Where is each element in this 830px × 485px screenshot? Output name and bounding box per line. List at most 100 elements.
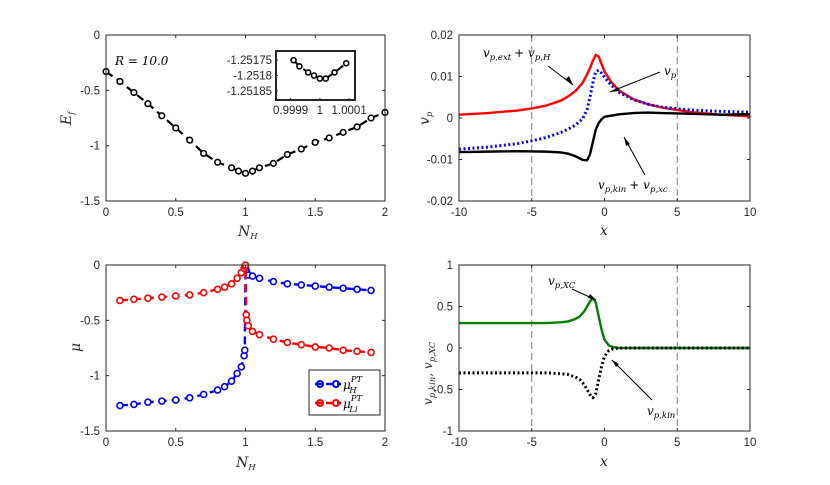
data-point bbox=[322, 75, 330, 82]
data-point bbox=[144, 294, 152, 303]
mu-xlabel: NH bbox=[235, 455, 256, 473]
data-point bbox=[367, 114, 375, 122]
y-tick-label: -0.5 bbox=[433, 385, 453, 397]
data-point bbox=[367, 348, 375, 357]
vxc-ticks: -10 -5 0 5 10 1 0.5 0 -0.5 -1 bbox=[433, 260, 756, 449]
x-tick-label: 10 bbox=[744, 207, 757, 219]
inset-ticks: 0.9999 1 1.0001 -1.25175 -1.2518 -1.25185 bbox=[227, 55, 367, 117]
arrow-ext-h bbox=[547, 65, 574, 86]
data-point bbox=[171, 292, 180, 300]
data-point bbox=[255, 274, 264, 283]
vxc-xlabel: x bbox=[600, 454, 608, 470]
series-line bbox=[292, 59, 347, 80]
data-point bbox=[186, 136, 194, 144]
data-point bbox=[269, 277, 278, 286]
data-point bbox=[144, 100, 152, 108]
mu-legend: μPT H μPT Li bbox=[308, 369, 381, 416]
data-point bbox=[158, 293, 166, 301]
vxc-ylabel: vp,kin, vp,XC bbox=[421, 341, 438, 405]
ann-vp-kin-xc: vp,kin + vp,xc bbox=[598, 178, 668, 195]
inset-y-tick-label: -1.2518 bbox=[233, 71, 272, 83]
inset-y-tick-label: -1.25175 bbox=[227, 55, 272, 67]
inset-plot-layer bbox=[290, 56, 350, 82]
data-point bbox=[297, 281, 306, 289]
data-point bbox=[248, 167, 257, 175]
data-point bbox=[241, 169, 250, 177]
y-tick-label: 0 bbox=[447, 113, 453, 125]
vp-ylabel: vp bbox=[417, 111, 435, 125]
data-point bbox=[244, 322, 253, 330]
arrow-vkin bbox=[611, 359, 653, 401]
y-tick-label: -0.02 bbox=[427, 196, 453, 208]
ef-ticks: 0 0.5 1 1.5 2 0 -0.5 -1 -1.5 bbox=[80, 30, 388, 219]
panel-vxc: -10 -5 0 5 10 1 0.5 0 -0.5 -1 x vp,kin, vp,XC vp,… bbox=[421, 260, 756, 470]
vp-plot-layer bbox=[458, 35, 751, 201]
data-point bbox=[297, 145, 305, 153]
data-point bbox=[227, 164, 236, 172]
inset-x-tick-label: 1 bbox=[317, 105, 323, 117]
series-line bbox=[459, 346, 750, 400]
data-point bbox=[311, 282, 320, 290]
data-point bbox=[325, 134, 333, 142]
y-tick-label: -1 bbox=[90, 371, 100, 383]
data-point bbox=[331, 69, 338, 76]
y-tick-label: -1.5 bbox=[80, 196, 100, 208]
vp-xlabel: x bbox=[600, 223, 608, 239]
y-tick-label: 0 bbox=[94, 30, 100, 42]
x-tick-label: 2 bbox=[382, 207, 388, 219]
data-point bbox=[311, 138, 319, 146]
x-tick-label: 1 bbox=[242, 437, 248, 449]
data-point bbox=[199, 390, 208, 399]
panel-ef: 0 0.5 1 1.5 2 0 -0.5 -1 -1.5 R = 10.0 NH Ef 0.99… bbox=[59, 30, 389, 242]
y-tick-label: -1 bbox=[90, 141, 100, 153]
data-point bbox=[227, 280, 236, 288]
data-point bbox=[144, 398, 152, 407]
x-tick-label: -5 bbox=[527, 437, 537, 449]
x-tick-label: -5 bbox=[527, 207, 537, 219]
data-point bbox=[339, 128, 347, 136]
data-point bbox=[353, 285, 361, 294]
legend-marker-li bbox=[316, 399, 324, 407]
x-tick-label: 0 bbox=[601, 437, 607, 449]
data-point bbox=[255, 164, 264, 172]
data-point bbox=[241, 346, 249, 355]
legend-marker-h bbox=[332, 380, 340, 388]
y-tick-label: 0.01 bbox=[431, 72, 453, 84]
x-tick-label: 1.5 bbox=[307, 207, 323, 219]
vp-ticks: -10 -5 0 5 10 0.02 0.01 0 -0.01 -0.02 bbox=[427, 30, 757, 219]
arrow-vxc-head bbox=[588, 294, 596, 300]
y-tick-label: 0 bbox=[447, 343, 453, 355]
data-point bbox=[171, 396, 180, 404]
data-point bbox=[353, 347, 361, 356]
data-point bbox=[237, 363, 246, 371]
data-point bbox=[158, 112, 166, 120]
data-point bbox=[339, 284, 347, 293]
y-tick-label: 0 bbox=[94, 260, 100, 272]
data-point bbox=[316, 75, 324, 82]
panel-mu: 0 0.5 1 1.5 2 0 -0.5 -1 -1.5 NH μ μPT H μPT Li bbox=[68, 260, 388, 473]
data-point bbox=[339, 346, 347, 355]
y-tick-label: 1 bbox=[447, 260, 453, 272]
data-point bbox=[283, 280, 292, 288]
x-tick-label: 1 bbox=[242, 207, 248, 219]
series-line bbox=[458, 53, 751, 118]
ef-ylabel: Ef bbox=[59, 110, 77, 126]
y-tick-label: -0.5 bbox=[80, 85, 100, 97]
mu-ticks: 0 0.5 1 1.5 2 0 -0.5 -1 -1.5 bbox=[80, 260, 388, 449]
ef-inset: 0.9999 1 1.0001 -1.25175 -1.2518 -1.25185 bbox=[227, 50, 367, 117]
x-tick-label: 1.5 bbox=[307, 437, 323, 449]
inset-y-tick-label: -1.25185 bbox=[227, 86, 272, 98]
data-point bbox=[325, 344, 334, 352]
data-point bbox=[283, 150, 291, 159]
data-point bbox=[116, 401, 124, 410]
vxc-plot-layer bbox=[459, 265, 750, 431]
x-tick-label: 0 bbox=[103, 207, 109, 219]
x-tick-label: 5 bbox=[674, 437, 680, 449]
mu-plot-layer bbox=[116, 261, 375, 410]
data-point bbox=[342, 59, 350, 67]
x-tick-label: 0.5 bbox=[168, 437, 184, 449]
y-tick-label: -0.01 bbox=[427, 155, 453, 167]
series-line bbox=[458, 68, 751, 151]
data-point bbox=[185, 393, 194, 402]
